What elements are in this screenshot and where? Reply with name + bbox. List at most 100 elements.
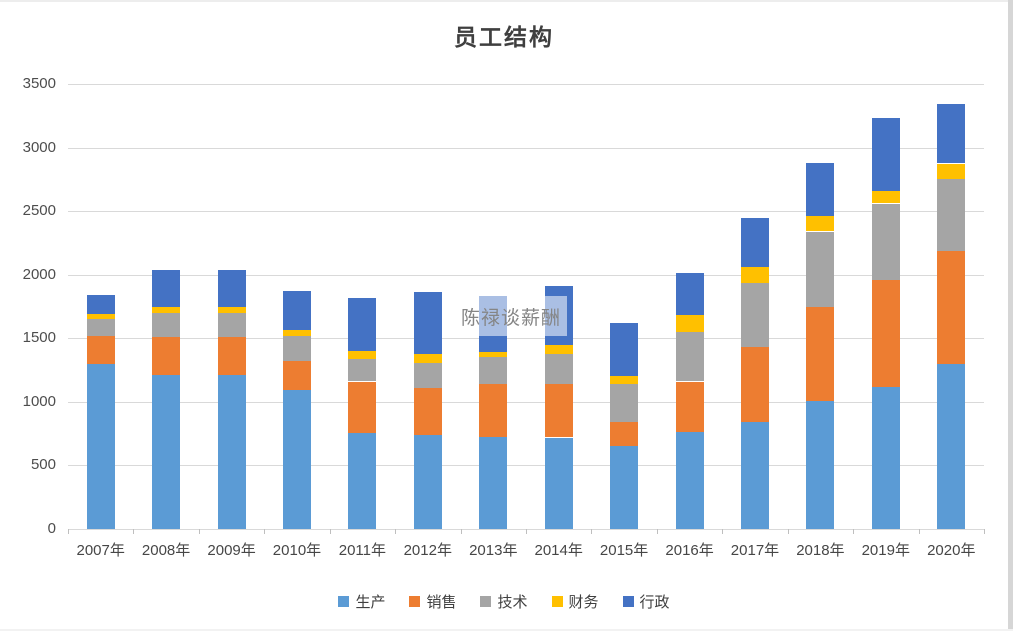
- bar-segment-finance-2016: [675, 315, 704, 332]
- legend-item-production: 生产: [338, 591, 385, 612]
- x-axis-label-2020: 2020年: [927, 542, 976, 559]
- watermark: 陈禄谈薪酬: [455, 296, 567, 336]
- bar-segment-finance-2017: [741, 267, 769, 283]
- chart-title: 员工结构: [454, 24, 554, 50]
- legend-item-finance: 财务: [551, 591, 599, 612]
- bar-segment-administration-2017: [741, 217, 769, 268]
- bar-segment-production-2017: [741, 422, 769, 529]
- legend-swatch-administration: [622, 595, 634, 607]
- legend-label-finance: 财务: [568, 593, 599, 611]
- legend: 生产 销售 技术 财务 行政: [0, 588, 1008, 614]
- bar-segment-administration-2015: [610, 323, 639, 377]
- bar-segment-sales-2010: [283, 361, 311, 391]
- gridline-500: [68, 465, 984, 467]
- y-axis-label-3500: 3500: [22, 75, 56, 92]
- x-axis-tick: [656, 529, 658, 534]
- y-axis-label-1000: 1000: [22, 392, 56, 410]
- gridline-1500: [68, 338, 984, 340]
- bar-segment-administration-2008: [152, 270, 181, 308]
- bar-segment-finance-2007: [86, 314, 115, 320]
- x-axis-tick: [460, 529, 462, 534]
- x-axis-label-2015: 2015年: [599, 542, 649, 559]
- bar-segment-production-2007: [86, 363, 115, 529]
- bar-segment-production-2015: [610, 445, 639, 529]
- y-axis-label-0: 0: [47, 520, 56, 537]
- x-axis-tick: [395, 529, 397, 534]
- bar-segment-technology-2020: [937, 179, 966, 251]
- bar-segment-administration-2018: [806, 162, 835, 217]
- bar-segment-finance-2018: [806, 216, 835, 232]
- bar-segment-administration-2012: [413, 291, 442, 355]
- bar-segment-sales-2016: [675, 381, 704, 433]
- bar-segment-production-2008: [152, 375, 181, 529]
- bar-segment-technology-2018: [806, 231, 835, 307]
- x-axis-label-2008: 2008年: [141, 542, 191, 559]
- legend-swatch-technology: [480, 595, 492, 607]
- bar-segment-sales-2012: [413, 387, 442, 435]
- x-axis-label-2019: 2019年: [861, 542, 910, 559]
- bar-segment-production-2014: [544, 437, 573, 529]
- bar-segment-finance-2011: [348, 351, 377, 359]
- x-axis-tick: [853, 529, 855, 534]
- legend-label-administration: 行政: [639, 593, 670, 611]
- bar-segment-production-2020: [937, 363, 966, 529]
- gridline-3000: [68, 147, 984, 149]
- bar-segment-sales-2020: [937, 250, 966, 364]
- y-axis-label-2500: 2500: [22, 202, 56, 220]
- bar-segment-sales-2013: [479, 384, 508, 437]
- x-axis-label-2010: 2010年: [272, 542, 322, 559]
- window-top-edge: [0, 0, 1013, 2]
- bar-segment-finance-2019: [871, 191, 900, 204]
- bar-segment-technology-2014: [544, 354, 573, 385]
- bar-segment-finance-2015: [610, 376, 639, 384]
- bar-segment-technology-2007: [86, 319, 115, 336]
- bar-segment-sales-2015: [610, 421, 639, 446]
- bar-segment-production-2019: [871, 387, 900, 529]
- y-axis-label-500: 500: [30, 456, 56, 474]
- bar-segment-administration-2007: [86, 295, 115, 315]
- bar-segment-technology-2019: [871, 203, 900, 280]
- bar-segment-sales-2017: [741, 346, 769, 423]
- legend-label-sales: 销售: [426, 593, 457, 611]
- x-axis-tick: [133, 529, 135, 534]
- bar-segment-production-2010: [283, 390, 311, 529]
- x-axis-tick: [68, 529, 69, 534]
- bar-segment-technology-2016: [675, 331, 704, 382]
- bar-segment-production-2009: [217, 375, 246, 529]
- x-axis-tick: [591, 529, 593, 534]
- window-right-edge: [1008, 0, 1013, 631]
- bar-segment-production-2016: [675, 432, 704, 529]
- gridline-3500: [68, 84, 984, 85]
- y-axis-label-3000: 3000: [22, 138, 56, 156]
- x-axis-tick: [329, 529, 331, 534]
- legend-swatch-sales: [409, 595, 421, 607]
- window-bottom-edge: [0, 629, 1013, 631]
- bar-segment-sales-2009: [217, 337, 246, 376]
- bar-segment-sales-2007: [86, 335, 115, 364]
- bar-segment-finance-2010: [283, 330, 311, 336]
- y-axis-label-1500: 1500: [22, 329, 56, 347]
- legend-swatch-production: [338, 595, 350, 607]
- bar-segment-technology-2012: [413, 363, 442, 388]
- bar-segment-administration-2010: [283, 291, 311, 330]
- bar-segment-technology-2008: [152, 312, 181, 338]
- bar-segment-technology-2017: [741, 283, 769, 347]
- x-axis-tick: [787, 529, 789, 534]
- bar-segment-sales-2014: [544, 384, 573, 438]
- bar-segment-sales-2018: [806, 306, 835, 402]
- legend-item-technology: 技术: [480, 591, 528, 612]
- bar-segment-technology-2009: [217, 312, 246, 338]
- x-axis-label-2016: 2016年: [665, 542, 714, 559]
- bar-segment-technology-2013: [479, 357, 508, 385]
- x-axis-label-2009: 2009年: [207, 542, 256, 559]
- bar-segment-administration-2016: [675, 273, 704, 316]
- bar-segment-finance-2014: [544, 345, 573, 355]
- gridline-2500: [68, 211, 984, 213]
- bar-segment-finance-2008: [152, 307, 181, 313]
- bar-segment-technology-2015: [610, 384, 639, 422]
- x-axis-tick: [722, 529, 724, 534]
- x-axis-label-2012: 2012年: [403, 542, 452, 559]
- bar-segment-administration-2011: [348, 297, 377, 351]
- bar-segment-finance-2009: [217, 307, 246, 313]
- gridline-2000: [68, 274, 984, 276]
